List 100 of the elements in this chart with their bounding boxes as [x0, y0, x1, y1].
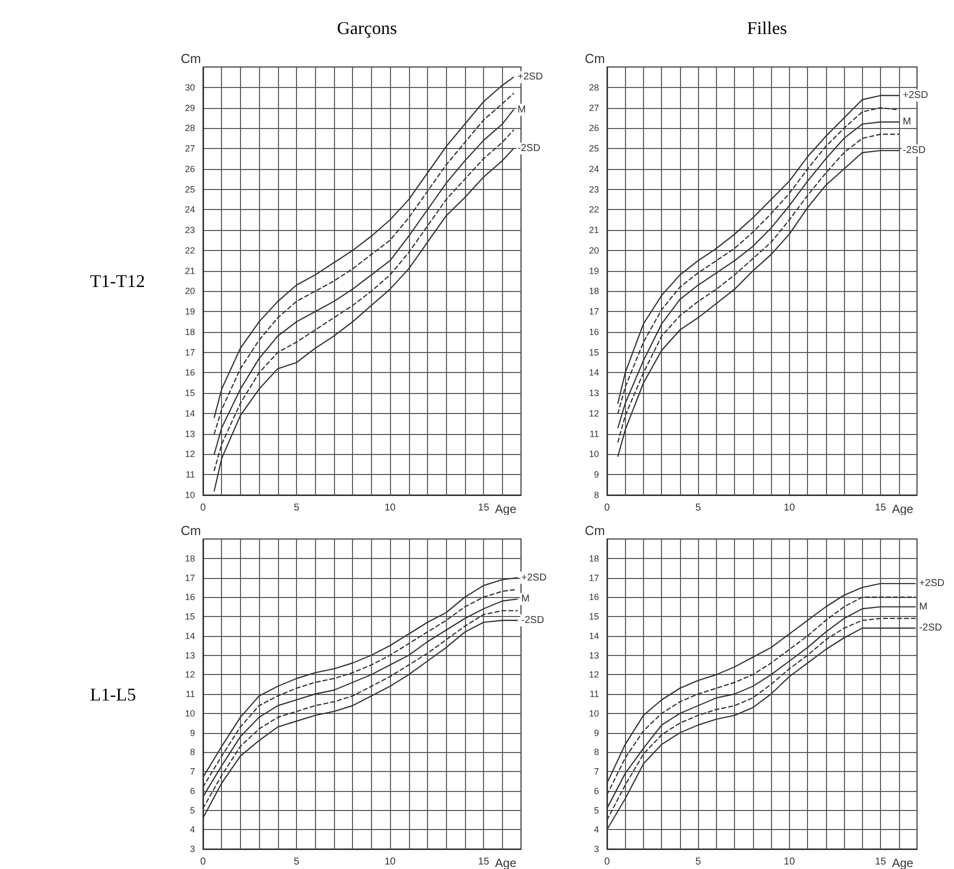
y-tick-label: 14 [588, 368, 599, 378]
x-tick-label: 0 [604, 856, 610, 868]
y-tick-label: 27 [588, 102, 599, 113]
y-tick-label: 5 [190, 805, 195, 816]
y-tick-label: 15 [588, 347, 599, 358]
y-tick-label: 13 [184, 428, 195, 439]
y-tick-label: 10 [588, 708, 599, 718]
x-tick-label: 5 [695, 856, 702, 868]
series-label: M [919, 601, 928, 612]
y-tick-label: 15 [184, 388, 195, 398]
x-tick-label: 15 [874, 856, 887, 868]
y-tick-label: 29 [184, 102, 195, 113]
y-tick-label: 24 [184, 204, 195, 215]
y-tick-label: 27 [184, 144, 195, 154]
x-tick-label: 10 [384, 856, 396, 868]
y-tick-label: 11 [186, 470, 195, 480]
x-tick-label: 15 [478, 856, 490, 868]
y-tick-label: 18 [184, 326, 195, 337]
y-tick-label: 26 [184, 164, 195, 174]
y-tick-label: 9 [594, 470, 599, 480]
y-tick-label: 9 [190, 728, 195, 738]
y-tick-label: 20 [588, 245, 599, 256]
y-tick-label: 18 [588, 286, 599, 296]
y-tick-label: 7 [594, 766, 599, 776]
y-tick-label: 20 [184, 286, 195, 296]
y-tick-label: 16 [588, 592, 599, 602]
y-tick-label: 28 [588, 82, 599, 92]
y-tick-label: 6 [594, 786, 599, 796]
y-tick-label: 15 [588, 612, 599, 622]
y-tick-label: 14 [588, 630, 599, 641]
y-tick-label: 11 [186, 689, 195, 699]
y-axis-title: Cm [180, 523, 201, 538]
chart-title: Garçons [337, 18, 397, 38]
y-tick-label: 12 [184, 670, 195, 680]
y-tick-label: 13 [184, 650, 195, 660]
y-tick-label: 17 [588, 572, 599, 583]
y-axis-title: Cm [584, 51, 605, 66]
y-tick-label: 11 [590, 689, 599, 699]
y-tick-label: 16 [184, 592, 195, 602]
x-tick-label: 0 [604, 502, 610, 514]
x-tick-label: 5 [294, 856, 300, 868]
y-axis-title: Cm [584, 523, 605, 538]
series-label: M [902, 116, 912, 128]
y-tick-label: 18 [588, 553, 599, 564]
y-tick-label: 8 [190, 747, 195, 758]
y-tick-label: 10 [588, 449, 599, 460]
series-label: +2SD [902, 90, 928, 102]
x-tick-label: 10 [784, 856, 796, 868]
series-label: -2SD [919, 622, 942, 634]
x-tick-label: 15 [478, 502, 490, 514]
y-tick-label: 11 [590, 428, 599, 439]
y-tick-label: 16 [184, 368, 195, 378]
x-tick-label: 15 [874, 502, 887, 514]
y-tick-label: 10 [184, 490, 195, 500]
series-label: -2SD [902, 145, 926, 156]
y-tick-label: 9 [594, 728, 599, 738]
y-tick-label: 10 [184, 708, 195, 718]
y-tick-label: 4 [594, 824, 599, 835]
y-tick-label: 23 [184, 225, 195, 236]
x-tick-label: 5 [695, 502, 702, 514]
y-tick-label: 28 [184, 123, 195, 134]
y-tick-label: 14 [184, 408, 195, 418]
series-label: +2SD [518, 72, 543, 83]
y-tick-label: 3 [190, 844, 195, 854]
y-tick-label: 19 [588, 266, 599, 276]
series-label: -2SD [518, 143, 540, 154]
y-tick-label: 17 [588, 306, 599, 317]
series-label: M [521, 594, 530, 605]
y-tick-label: 25 [588, 144, 599, 154]
series-label: -2SD [521, 614, 544, 626]
y-tick-label: 4 [190, 824, 195, 835]
text: L1-L5 [90, 684, 136, 704]
y-tick-label: 22 [184, 245, 195, 256]
x-tick-label: 10 [784, 502, 796, 514]
series-label: +2SD [919, 578, 944, 590]
y-axis-title: Cm [180, 51, 201, 66]
y-tick-label: 12 [184, 449, 195, 460]
y-tick-label: 12 [588, 408, 599, 418]
y-tick-label: 24 [588, 164, 599, 174]
x-tick-label: 10 [384, 502, 396, 514]
text: T1-T12 [90, 271, 145, 291]
series-label: +2SD [521, 572, 547, 584]
y-tick-label: 16 [588, 326, 599, 337]
y-tick-label: 3 [594, 844, 599, 854]
x-tick-label: 5 [294, 502, 300, 514]
y-tick-label: 30 [184, 82, 195, 92]
y-tick-label: 14 [184, 630, 195, 641]
y-tick-label: 13 [588, 388, 599, 398]
y-tick-label: 21 [588, 225, 599, 236]
y-tick-label: 17 [184, 572, 195, 583]
y-tick-label: 15 [184, 612, 195, 622]
y-tick-label: 25 [184, 184, 195, 194]
x-tick-label: 0 [200, 856, 206, 868]
y-tick-label: 26 [588, 123, 599, 134]
y-tick-label: 13 [588, 650, 599, 660]
y-tick-label: 22 [588, 204, 599, 215]
y-tick-label: 8 [594, 490, 599, 500]
y-tick-label: 23 [588, 184, 599, 194]
series-label: M [518, 104, 526, 116]
y-tick-label: 8 [594, 747, 599, 758]
